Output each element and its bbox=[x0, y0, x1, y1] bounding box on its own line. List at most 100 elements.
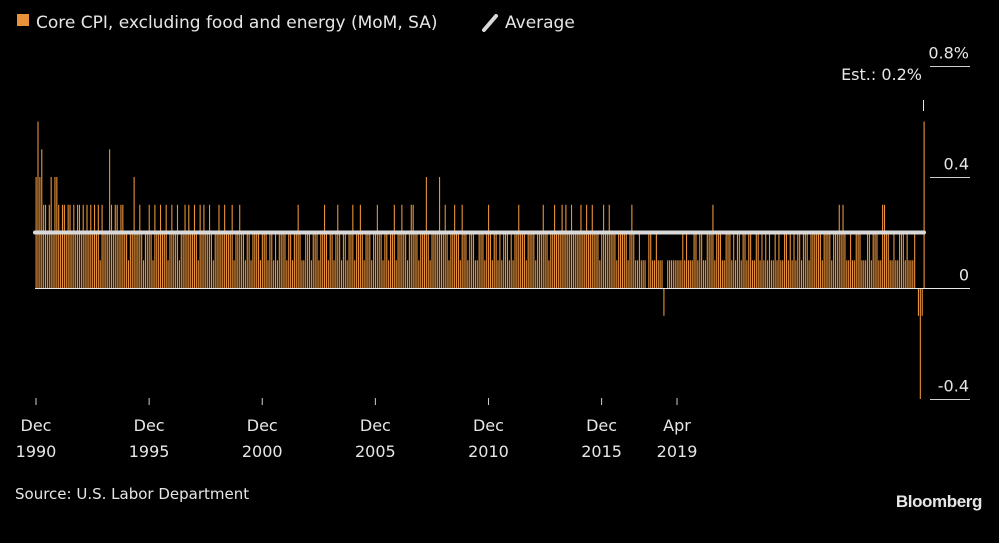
bar bbox=[733, 232, 735, 288]
x-tick-month: Dec bbox=[586, 416, 617, 435]
bar bbox=[474, 260, 476, 289]
bar bbox=[41, 149, 43, 289]
bar bbox=[667, 260, 669, 289]
y-tick-label: 0.8% bbox=[928, 44, 969, 63]
bar bbox=[463, 232, 465, 288]
bar bbox=[331, 232, 333, 288]
bar bbox=[288, 232, 290, 288]
bar bbox=[488, 204, 490, 289]
bar bbox=[727, 232, 729, 288]
bar bbox=[618, 232, 620, 288]
bar bbox=[301, 260, 303, 289]
bar bbox=[333, 260, 335, 289]
bar bbox=[672, 260, 674, 289]
bar bbox=[693, 232, 695, 288]
bar bbox=[757, 232, 759, 288]
bar bbox=[670, 260, 673, 289]
bar bbox=[173, 232, 175, 288]
bar bbox=[729, 232, 731, 288]
bar bbox=[565, 204, 567, 289]
bar bbox=[554, 204, 556, 289]
bar bbox=[284, 232, 286, 288]
bar bbox=[406, 260, 409, 289]
bar bbox=[342, 232, 344, 288]
bar bbox=[37, 121, 39, 288]
bar bbox=[207, 232, 209, 288]
bar bbox=[303, 260, 305, 289]
bar bbox=[480, 232, 482, 288]
bar bbox=[718, 232, 720, 288]
bar bbox=[209, 204, 211, 289]
bar bbox=[44, 204, 47, 289]
bar bbox=[829, 232, 831, 288]
bar bbox=[90, 204, 92, 289]
bar bbox=[906, 232, 908, 288]
bar bbox=[603, 204, 605, 289]
bar bbox=[721, 260, 723, 289]
bar bbox=[834, 232, 837, 288]
bar bbox=[525, 260, 527, 289]
bar bbox=[921, 288, 923, 316]
bar bbox=[390, 232, 392, 288]
x-tick-month: Dec bbox=[360, 416, 391, 435]
bar bbox=[286, 260, 288, 289]
bar bbox=[518, 204, 520, 289]
bar bbox=[282, 232, 284, 288]
bar bbox=[150, 232, 152, 288]
bar bbox=[674, 260, 676, 289]
bar bbox=[376, 204, 378, 289]
bar bbox=[267, 260, 269, 289]
bar bbox=[352, 204, 354, 289]
bar bbox=[94, 204, 96, 289]
bar bbox=[459, 260, 461, 289]
bar bbox=[636, 260, 639, 289]
bar bbox=[612, 232, 614, 288]
bar bbox=[863, 260, 865, 289]
bar bbox=[465, 232, 467, 288]
bar bbox=[107, 232, 109, 288]
bar bbox=[129, 232, 131, 288]
bar bbox=[337, 204, 339, 289]
bar bbox=[853, 260, 855, 289]
bar bbox=[307, 232, 309, 288]
bar bbox=[501, 260, 503, 289]
bar bbox=[195, 232, 197, 288]
bar bbox=[210, 232, 212, 288]
bar bbox=[258, 232, 260, 288]
bar bbox=[640, 260, 642, 289]
bar bbox=[817, 232, 820, 288]
legend-label-average: Average bbox=[505, 13, 575, 33]
bar bbox=[412, 204, 414, 289]
bar bbox=[127, 260, 130, 289]
legend-swatch-average bbox=[482, 14, 498, 32]
bar bbox=[175, 232, 177, 288]
bar bbox=[203, 204, 205, 289]
bar bbox=[778, 232, 780, 288]
bar bbox=[435, 232, 437, 288]
bar bbox=[763, 260, 765, 289]
bar bbox=[508, 260, 510, 289]
bar bbox=[755, 232, 757, 288]
bar bbox=[299, 232, 301, 288]
bar bbox=[900, 232, 903, 288]
bar bbox=[137, 232, 139, 288]
bar bbox=[118, 232, 120, 288]
bar bbox=[859, 232, 861, 288]
bar bbox=[290, 232, 292, 288]
bar bbox=[197, 260, 199, 289]
bar bbox=[199, 204, 201, 289]
bar bbox=[95, 232, 97, 288]
bar bbox=[124, 232, 126, 288]
bar bbox=[580, 204, 582, 289]
bar bbox=[495, 232, 497, 288]
bar bbox=[84, 232, 86, 288]
bar bbox=[904, 260, 906, 289]
x-tick-month: Dec bbox=[134, 416, 165, 435]
source-note: Source: U.S. Labor Department bbox=[15, 485, 249, 503]
bar bbox=[604, 232, 607, 288]
bar bbox=[876, 232, 878, 288]
bar bbox=[697, 260, 699, 289]
bar bbox=[167, 260, 169, 289]
bar bbox=[586, 204, 588, 289]
bar bbox=[357, 232, 360, 288]
